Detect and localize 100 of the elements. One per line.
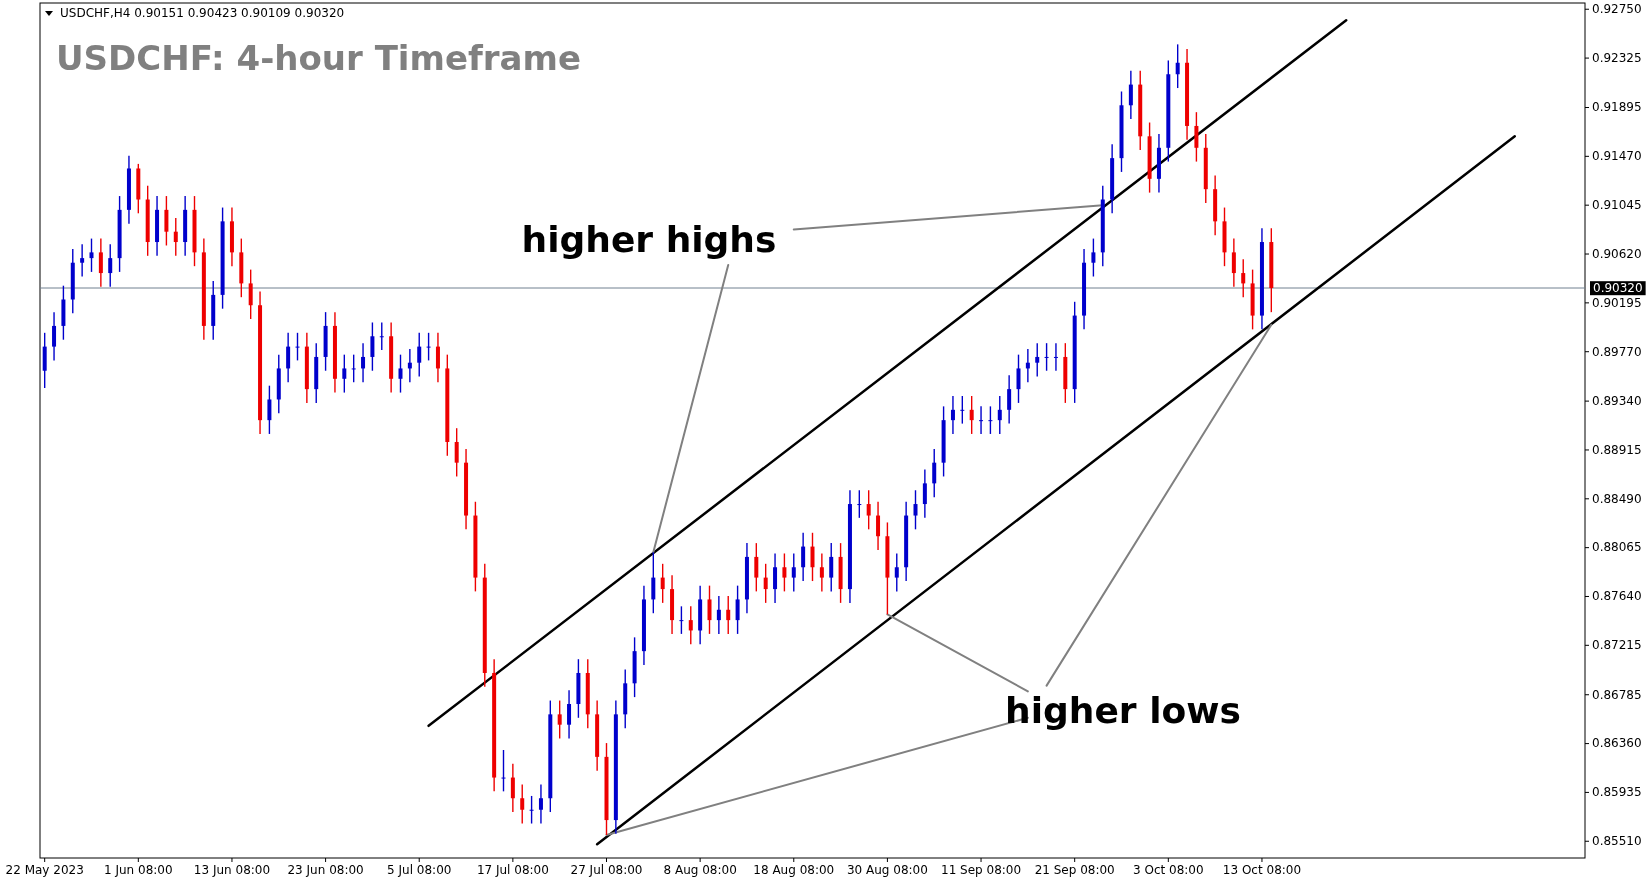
y-tick-label: 0.92325: [1592, 50, 1642, 65]
candlestick: [538, 783, 543, 825]
candlestick: [1241, 258, 1246, 298]
candlestick: [857, 489, 862, 519]
y-tick-label: 0.85935: [1592, 785, 1642, 800]
x-tick-label: 17 Jul 08:00: [476, 862, 549, 877]
candlestick: [1007, 374, 1012, 425]
candlestick: [1194, 111, 1199, 163]
candlestick: [89, 237, 94, 273]
candlestick: [286, 332, 291, 383]
candlestick: [1044, 342, 1049, 372]
text: USDCHF: 4-hour Timeframe: [56, 38, 581, 78]
candlestick: [810, 532, 815, 582]
candlestick: [913, 489, 918, 531]
y-tick-label: 0.89770: [1592, 344, 1642, 359]
y-tick-label: 0.91470: [1592, 149, 1642, 164]
x-tick-label: 22 May 2023: [5, 862, 84, 877]
candlestick: [988, 405, 993, 435]
candlestick: [782, 552, 787, 593]
candlestick: [426, 332, 431, 362]
candlestick: [688, 605, 693, 645]
candlestick: [557, 699, 562, 740]
annotation: higher lows: [1005, 689, 1241, 731]
candlestick: [894, 552, 899, 593]
candlestick: [1016, 353, 1021, 404]
annotation: higher highs: [521, 218, 777, 260]
candlestick: [997, 395, 1002, 435]
candlestick: [735, 584, 740, 635]
candlestick: [567, 689, 572, 740]
candlestick: [80, 243, 85, 278]
y-tick-label: 0.86360: [1592, 736, 1642, 751]
candlestick: [351, 353, 356, 383]
candlestick: [979, 405, 984, 435]
candlestick: [501, 749, 506, 793]
candlestick: [164, 195, 169, 247]
candlestick: [716, 595, 721, 635]
y-tick-label: 0.87640: [1592, 589, 1642, 604]
candlestick: [108, 243, 113, 288]
candlestick: [866, 489, 871, 531]
y-tick-label: 0.90195: [1592, 295, 1642, 310]
candlestick: [52, 311, 57, 362]
x-tick-label: 3 Oct 08:00: [1133, 862, 1204, 877]
x-tick-label: 21 Sep 08:00: [1034, 862, 1115, 877]
candlestick: [754, 542, 759, 593]
candlestick: [791, 552, 796, 593]
x-tick-label: 5 Jul 08:00: [387, 862, 452, 877]
candlestick: [969, 395, 974, 435]
candlestick: [267, 384, 272, 435]
x-tick-label: 27 Jul 08:00: [570, 862, 643, 877]
y-tick-label: 0.92750: [1592, 2, 1642, 17]
y-tick-label: 0.91045: [1592, 198, 1642, 213]
ref-line-label: 0.90320: [1593, 281, 1643, 296]
candlestick: [1091, 237, 1096, 278]
candlestick: [529, 795, 534, 825]
candlestick: [829, 542, 834, 593]
candlestick: [819, 552, 824, 593]
candlestick: [1053, 342, 1058, 372]
candlestick: [763, 563, 768, 604]
candlestick: [417, 332, 422, 378]
candlestick: [773, 552, 778, 604]
y-tick-label: 0.87215: [1592, 638, 1642, 653]
y-tick-label: 0.88490: [1592, 491, 1642, 506]
x-tick-label: 30 Aug 08:00: [846, 862, 928, 877]
candlestick: [922, 468, 927, 519]
candlestick: [950, 395, 955, 435]
candlestick: [379, 321, 384, 351]
y-tick-label: 0.88915: [1592, 442, 1642, 457]
candlestick: [520, 783, 525, 825]
candlestick: [660, 563, 665, 604]
candlestick: [342, 353, 347, 394]
y-tick-label: 0.85510: [1592, 834, 1642, 849]
candlestick: [98, 237, 103, 288]
candlestick: [679, 605, 684, 635]
candlestick: [173, 217, 178, 257]
candlestick: [1175, 43, 1180, 89]
candlestick: [932, 448, 937, 498]
candlestick: [454, 427, 459, 478]
candlestick: [1035, 342, 1040, 378]
candlestick: [361, 342, 366, 383]
candlestick: [876, 501, 881, 551]
candlestick: [510, 763, 515, 813]
candlestick: [370, 321, 375, 372]
candlestick: [398, 353, 403, 394]
y-tick-label: 0.89340: [1592, 393, 1642, 408]
x-tick-label: 11 Sep 08:00: [940, 862, 1022, 877]
candlestick: [1128, 70, 1133, 120]
candlestick: [1231, 237, 1236, 288]
y-tick-label: 0.86785: [1592, 687, 1642, 702]
x-tick-label: 18 Aug 08:00: [753, 862, 835, 877]
candlestick: [248, 268, 253, 320]
candlestick: [726, 595, 731, 635]
candlestick: [960, 395, 965, 425]
x-tick-label: 8 Aug 08:00: [663, 862, 737, 877]
candlestick: [801, 532, 806, 582]
y-tick-label: 0.90620: [1592, 246, 1642, 261]
x-tick-label: 13 Jun 08:00: [193, 862, 271, 877]
x-tick-label: 13 Oct 08:00: [1222, 862, 1302, 877]
candlestick: [707, 584, 712, 635]
y-tick-label: 0.91895: [1592, 100, 1642, 115]
candlestick: [295, 332, 300, 362]
